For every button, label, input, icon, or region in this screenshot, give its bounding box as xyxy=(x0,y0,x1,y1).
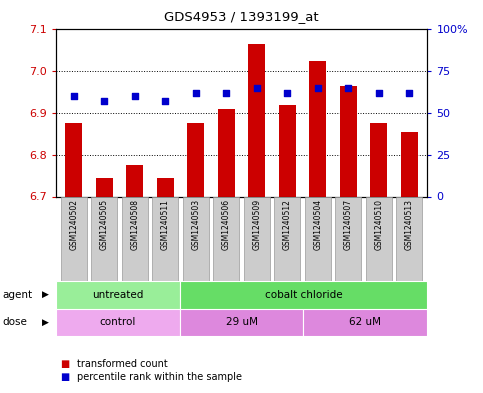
Point xyxy=(314,85,322,91)
Bar xyxy=(218,109,235,196)
Point xyxy=(405,90,413,96)
Text: GSM1240503: GSM1240503 xyxy=(191,199,200,250)
Point xyxy=(222,90,230,96)
Text: percentile rank within the sample: percentile rank within the sample xyxy=(77,372,242,382)
Text: dose: dose xyxy=(2,317,28,327)
Point xyxy=(375,90,383,96)
Point xyxy=(284,90,291,96)
Bar xyxy=(340,86,356,196)
Bar xyxy=(56,281,180,309)
Bar xyxy=(61,196,87,281)
Point xyxy=(192,90,199,96)
Bar xyxy=(213,196,239,281)
Point xyxy=(70,93,78,99)
Bar xyxy=(122,196,148,281)
Text: 62 uM: 62 uM xyxy=(350,317,382,327)
Bar xyxy=(96,178,113,196)
Text: GSM1240510: GSM1240510 xyxy=(374,199,383,250)
Text: GSM1240511: GSM1240511 xyxy=(161,199,170,250)
Point xyxy=(161,98,169,105)
Text: ■: ■ xyxy=(60,358,70,369)
Text: GSM1240506: GSM1240506 xyxy=(222,199,231,250)
Text: ▶: ▶ xyxy=(43,318,49,327)
Bar xyxy=(157,178,174,196)
Bar xyxy=(180,309,303,336)
Text: cobalt chloride: cobalt chloride xyxy=(265,290,342,300)
Bar xyxy=(183,196,209,281)
Bar xyxy=(274,196,300,281)
Bar xyxy=(152,196,178,281)
Bar xyxy=(244,196,270,281)
Bar xyxy=(309,61,326,196)
Text: GDS4953 / 1393199_at: GDS4953 / 1393199_at xyxy=(164,10,319,23)
Bar xyxy=(401,132,417,196)
Bar xyxy=(180,281,427,309)
Point xyxy=(344,85,352,91)
Bar xyxy=(56,309,180,336)
Text: GSM1240508: GSM1240508 xyxy=(130,199,139,250)
Text: GSM1240504: GSM1240504 xyxy=(313,199,322,250)
Bar xyxy=(335,196,361,281)
Point xyxy=(253,85,261,91)
Bar xyxy=(396,196,422,281)
Text: GSM1240509: GSM1240509 xyxy=(252,199,261,250)
Point xyxy=(131,93,139,99)
Bar xyxy=(127,165,143,196)
Bar xyxy=(91,196,117,281)
Bar xyxy=(366,196,392,281)
Text: GSM1240512: GSM1240512 xyxy=(283,199,292,250)
Text: agent: agent xyxy=(2,290,32,300)
Bar xyxy=(66,123,82,196)
Text: ■: ■ xyxy=(60,372,70,382)
Bar xyxy=(279,105,296,196)
Text: GSM1240502: GSM1240502 xyxy=(70,199,78,250)
Text: transformed count: transformed count xyxy=(77,358,168,369)
Bar xyxy=(303,309,427,336)
Bar xyxy=(187,123,204,196)
Text: GSM1240513: GSM1240513 xyxy=(405,199,413,250)
Point xyxy=(100,98,108,105)
Text: GSM1240505: GSM1240505 xyxy=(100,199,109,250)
Text: control: control xyxy=(99,317,136,327)
Text: untreated: untreated xyxy=(92,290,143,300)
Bar xyxy=(305,196,331,281)
Bar xyxy=(370,123,387,196)
Text: GSM1240507: GSM1240507 xyxy=(344,199,353,250)
Text: 29 uM: 29 uM xyxy=(226,317,257,327)
Text: ▶: ▶ xyxy=(43,290,49,299)
Bar xyxy=(248,44,265,196)
